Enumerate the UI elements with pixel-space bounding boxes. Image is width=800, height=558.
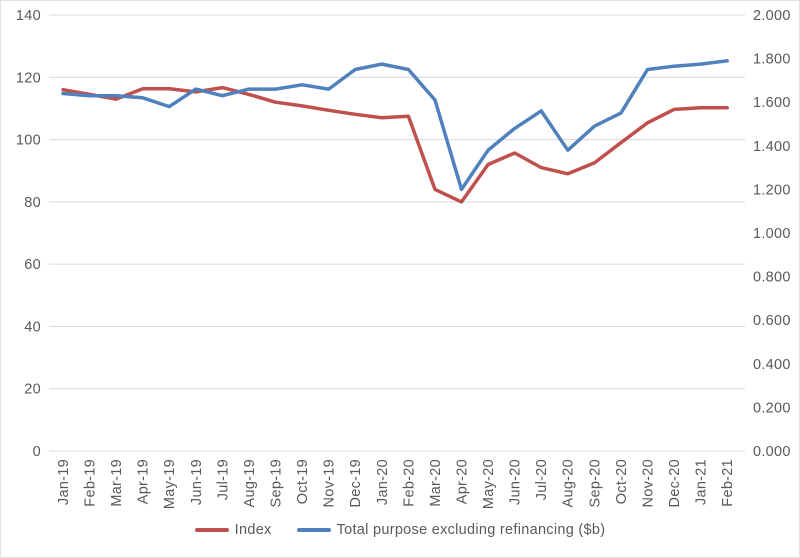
x-axis-tick-label: Mar-19 (109, 459, 125, 507)
y-axis-left-tick-label: 60 (24, 257, 41, 273)
legend-swatch-index-icon (194, 527, 229, 533)
legend-item-index: Index (194, 522, 272, 538)
y-axis-right-tick-label: 1.400 (753, 139, 791, 155)
x-axis-tick-label: Sep-20 (587, 459, 603, 508)
legend-swatch-total-icon (296, 527, 331, 533)
x-axis-tick-label: Jan-19 (56, 459, 72, 505)
x-axis-tick-label: Sep-19 (268, 459, 284, 508)
y-axis-right-tick-label: 0.400 (753, 357, 791, 373)
y-axis-right-tick-label: 0.000 (753, 444, 791, 460)
x-axis-tick-label: Feb-20 (401, 459, 417, 507)
x-axis-tick-label: Jun-19 (189, 459, 205, 505)
x-axis-tick-label: Mar-20 (428, 459, 444, 507)
x-axis-tick-label: Jan-21 (694, 459, 710, 505)
y-axis-right-tick-label: 0.200 (753, 400, 791, 416)
x-axis-tick-label: Apr-19 (136, 459, 152, 504)
x-axis-tick-label: Dec-19 (348, 459, 364, 507)
y-axis-left-tick-label: 0 (33, 444, 41, 460)
x-axis-tick-label: Feb-21 (720, 459, 736, 507)
x-axis-tick-label: Jun-20 (508, 459, 524, 505)
y-axis-left-tick-label: 120 (16, 70, 41, 86)
legend-label-index: Index (234, 522, 272, 538)
x-axis-tick-label: Feb-19 (82, 459, 98, 507)
legend-label-total: Total purpose excluding refinancing ($b) (336, 522, 606, 538)
y-axis-right-tick-label: 1.800 (753, 52, 791, 68)
y-axis-right-tick-label: 0.800 (753, 270, 791, 286)
y-axis-right-tick-label: 2.000 (753, 8, 791, 24)
x-axis-tick-label: May-20 (481, 459, 497, 509)
x-axis-tick-label: Nov-19 (322, 459, 338, 507)
y-axis-right-tick-label: 1.600 (753, 95, 791, 111)
y-axis-left-tick-label: 140 (16, 8, 41, 24)
y-axis-right-tick-label: 1.000 (753, 226, 791, 242)
x-axis-tick-label: Jul-20 (534, 459, 550, 500)
x-axis-tick-label: Aug-20 (561, 459, 577, 508)
x-axis-tick-label: May-19 (162, 459, 178, 509)
x-axis-tick-label: Apr-20 (454, 459, 470, 504)
x-axis-tick-label: Oct-19 (295, 459, 311, 504)
y-axis-left-tick-label: 40 (24, 319, 41, 335)
x-axis-tick-label: Jan-20 (375, 459, 391, 505)
series-line-index (61, 85, 729, 204)
y-axis-right-tick-label: 0.600 (753, 313, 791, 329)
legend-item-total: Total purpose excluding refinancing ($b) (296, 522, 606, 538)
y-axis-left-tick-label: 20 (24, 382, 41, 398)
x-axis-tick-label: Jul-19 (215, 459, 231, 500)
y-axis-left-tick-label: 80 (24, 195, 41, 211)
chart-legend: Index Total purpose excluding refinancin… (1, 522, 799, 538)
series-line-total (61, 59, 729, 192)
y-axis-right-tick-label: 1.200 (753, 182, 791, 198)
x-axis-tick-label: Aug-19 (242, 459, 258, 508)
x-axis-tick-label: Nov-20 (640, 459, 656, 507)
y-axis-left-tick-label: 100 (16, 133, 41, 149)
x-axis-tick-label: Dec-20 (667, 459, 683, 507)
x-axis-tick-label: Oct-20 (614, 459, 630, 504)
